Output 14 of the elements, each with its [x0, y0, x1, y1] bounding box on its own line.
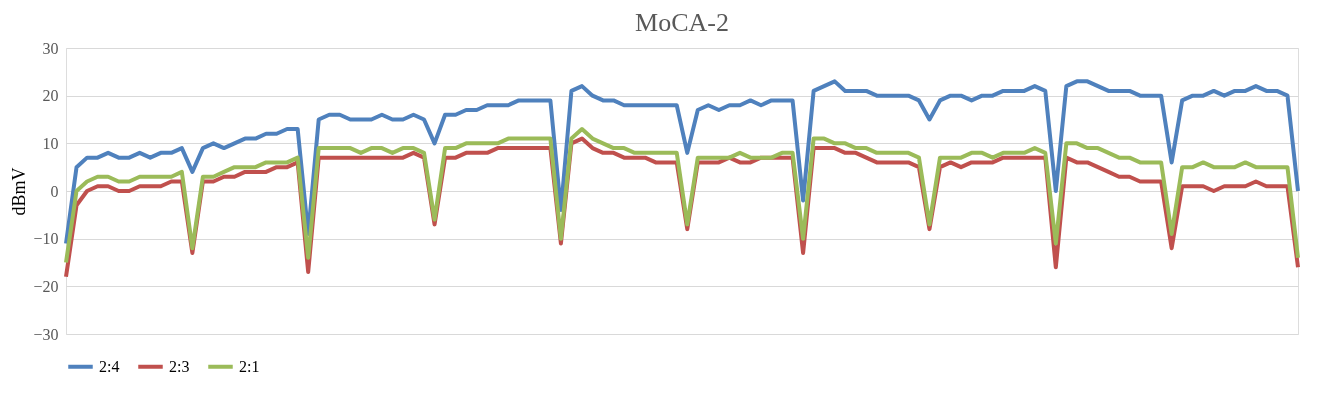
y-tick-label: 10 [42, 134, 59, 152]
legend-label: 2:3 [169, 357, 190, 375]
line-series [64, 127, 1300, 265]
y-tick-label: 30 [42, 39, 59, 57]
legend-label: 2:1 [239, 357, 260, 375]
y-tick-label: −10 [33, 230, 59, 248]
y-tick-label: 20 [42, 87, 59, 105]
y-tick-label: 0 [50, 182, 59, 200]
chart-title: MoCA-2 [635, 8, 729, 37]
legend-label: 2:4 [99, 357, 120, 375]
line-series [64, 79, 1300, 246]
y-tick-label: −20 [33, 277, 59, 295]
y-tick-label: −30 [33, 325, 59, 343]
y-axis-title: dBmV [9, 167, 30, 216]
